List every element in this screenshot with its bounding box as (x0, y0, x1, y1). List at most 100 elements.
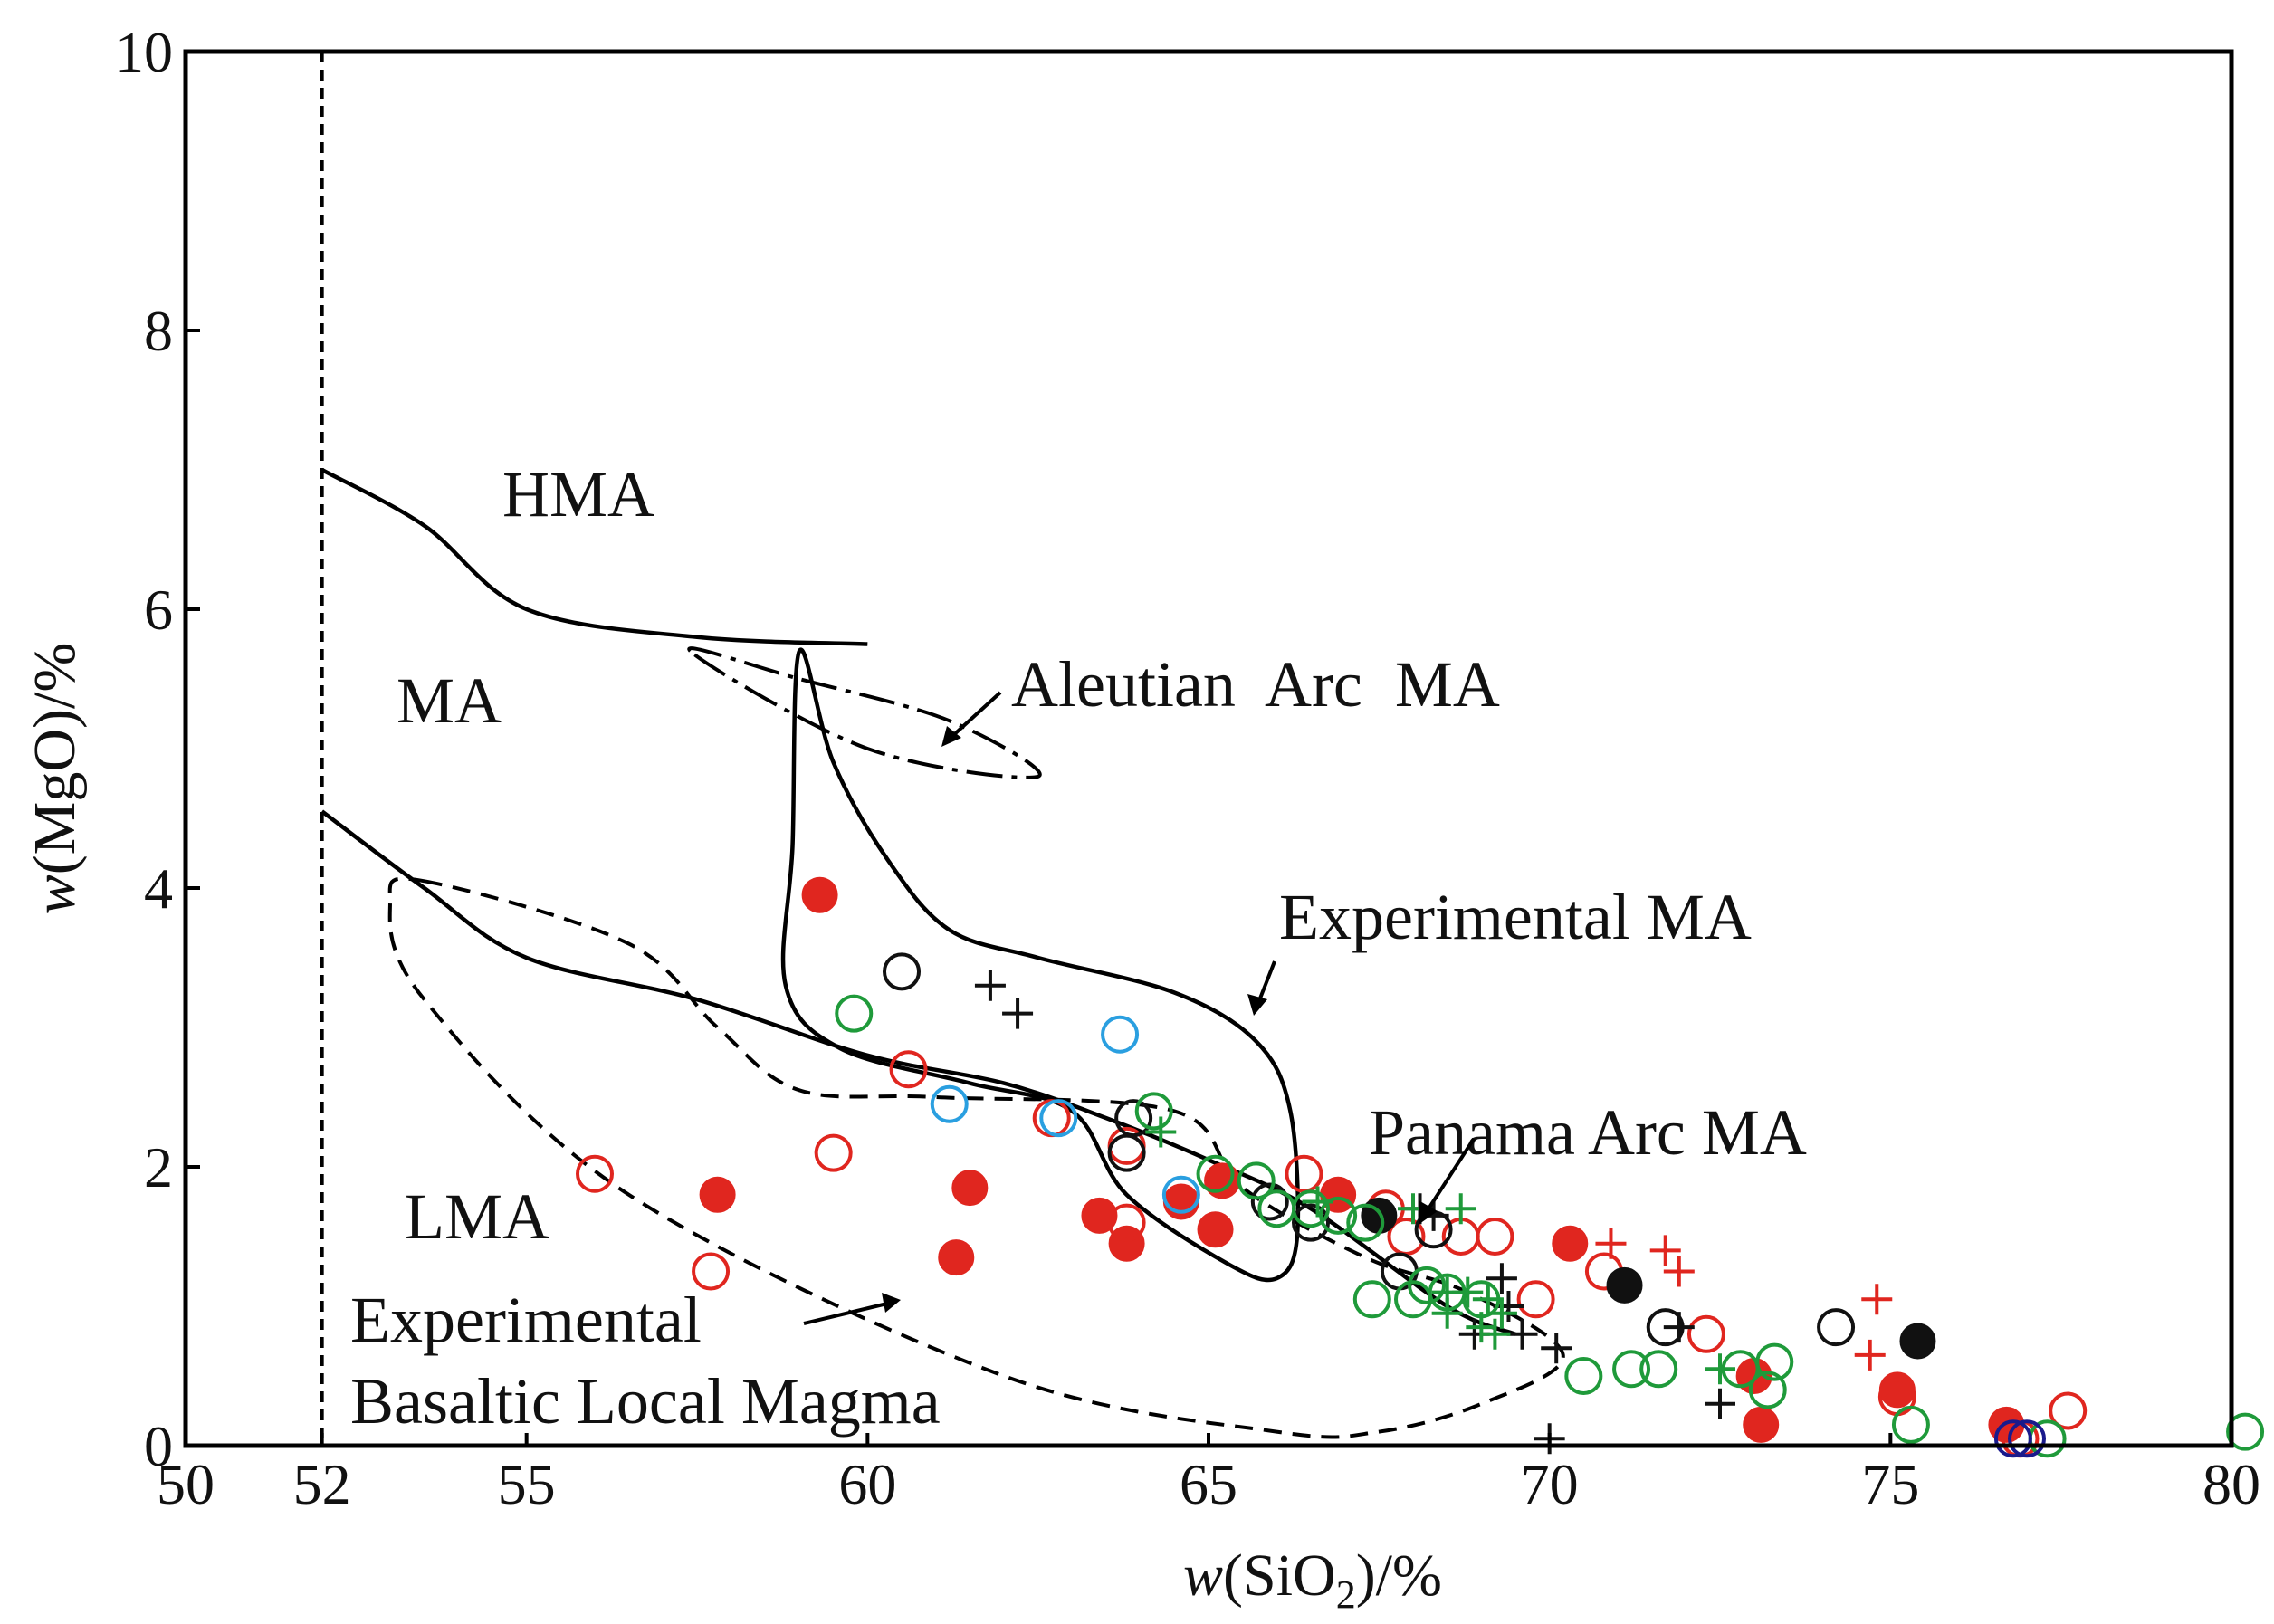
red-open-point (2049, 1391, 2088, 1430)
x-tick-label: 52 (293, 1452, 351, 1516)
axis-ticks: 50 52 55 60 65 70 75 80 0 2 4 6 8 10 (115, 20, 2260, 1516)
green-open-point (1612, 1350, 1651, 1389)
experimental-label-line1: Experimental (350, 1284, 702, 1356)
red-open-point (576, 1154, 614, 1193)
x-axis-title-main: (SiO (1223, 1543, 1336, 1609)
aleutian-arc-ma-label: Aleutian Arc MA (1011, 648, 1500, 721)
black-plus-point (1506, 1318, 1538, 1350)
green-open-point (1748, 1371, 1787, 1409)
x-tick-label: 65 (1180, 1452, 1237, 1516)
green-open-point (1755, 1342, 1794, 1381)
y-axis-title: w(MgO)/% (22, 643, 88, 915)
x-tick-label: 60 (838, 1452, 896, 1516)
annotation-arrows (803, 691, 1476, 1325)
y-tick-label: 8 (144, 299, 173, 363)
navy-open-point (2008, 1419, 2046, 1458)
x-axis-title-subscript: 2 (1336, 1572, 1356, 1617)
red-filled-point (951, 1170, 989, 1207)
black-plus-point (1705, 1388, 1735, 1419)
red-filled-point (1108, 1225, 1145, 1262)
y-tick-label: 0 (144, 1414, 173, 1478)
blue-open-point (1101, 1015, 1140, 1054)
experimental-label-line2: Basaltic Local Magma (350, 1365, 941, 1438)
black-plus-point (1002, 998, 1034, 1029)
navy-open-point (1993, 1419, 2032, 1458)
hma-ma-boundary (320, 468, 868, 646)
panama-arrowhead (1419, 1200, 1438, 1224)
green-open-point (835, 994, 874, 1033)
black-filled-point (1899, 1323, 1936, 1360)
red-plus-point (1595, 1228, 1627, 1259)
green-plus-point (1445, 1193, 1476, 1225)
black-plus-point (974, 970, 1006, 1001)
green-plus-point (1452, 1276, 1484, 1308)
black-plus-point (1663, 1312, 1695, 1343)
black-open-point (883, 952, 921, 991)
x-tick-label: 55 (498, 1452, 556, 1516)
blue-open-point (1039, 1099, 1078, 1138)
black-open-point (1292, 1203, 1330, 1242)
red-filled-point (938, 1239, 975, 1276)
black-plus-point (1541, 1333, 1572, 1364)
black-filled-point (1606, 1266, 1643, 1304)
experimental-ma-label: Experimental MA (1279, 881, 1752, 953)
green-open-point (1408, 1266, 1447, 1304)
red-plus-point (1854, 1339, 1886, 1371)
experimental-ma-field (780, 647, 1301, 1283)
experimental-basaltic-field (387, 876, 1565, 1439)
aleutian-arrowhead (941, 726, 961, 747)
ma-label: MA (397, 664, 502, 737)
red-open-point (1476, 1218, 1514, 1256)
basaltic-arrow (803, 1302, 888, 1325)
black-plus-point (1486, 1263, 1517, 1294)
green-plus-point (1479, 1318, 1511, 1350)
red-plus-point (1861, 1284, 1893, 1315)
green-plus-point (1472, 1284, 1504, 1315)
y-tick-label: 10 (115, 20, 173, 84)
black-open-point (1250, 1182, 1289, 1221)
green-open-point (1237, 1161, 1276, 1200)
x-axis-title-suffix: )/% (1356, 1543, 1442, 1609)
black-open-point (1107, 1133, 1146, 1172)
red-plus-point (1649, 1235, 1681, 1266)
red-filled-point (1197, 1211, 1234, 1248)
y-tick-label: 2 (144, 1135, 173, 1199)
green-plus-point (1486, 1297, 1517, 1329)
green-plus-point (1145, 1116, 1177, 1148)
y-axis-title-main: (MgO)/% (22, 643, 88, 875)
green-open-point (1319, 1196, 1358, 1235)
green-open-point (2226, 1412, 2265, 1451)
green-open-point (1891, 1405, 1930, 1444)
x-tick-label: 80 (2202, 1452, 2260, 1516)
blue-open-point (1161, 1175, 1200, 1214)
green-plus-point (1466, 1312, 1497, 1343)
blue-open-point (930, 1084, 969, 1123)
aleutian-arrow (949, 691, 1002, 740)
x-tick-label: 75 (1861, 1452, 1919, 1516)
red-filled-point (1204, 1162, 1241, 1199)
red-open-point (692, 1252, 731, 1291)
basaltic-arrowhead (882, 1293, 901, 1313)
green-plus-point (1302, 1186, 1333, 1218)
red-open-point (1686, 1314, 1725, 1353)
x-axis-title: w(SiO2)/% (1183, 1543, 1442, 1617)
red-open-point (1516, 1280, 1555, 1319)
experimental-ma-arrowhead (1247, 994, 1267, 1016)
classification-boundaries (320, 52, 1565, 1446)
experimental-ma-arrow (1256, 960, 1276, 1004)
aleutian-arc-ma-field (687, 646, 1042, 779)
data-points (576, 876, 2265, 1458)
green-open-point (1196, 1154, 1235, 1193)
x-axis-title-prefix: w (1183, 1543, 1223, 1609)
ma-lma-boundary (320, 809, 1516, 1336)
panama-arc-ma-label: Panama Arc MA (1369, 1096, 1807, 1169)
red-filled-point (1320, 1176, 1357, 1213)
x-tick-label: 50 (157, 1452, 215, 1516)
red-open-point (1107, 1203, 1146, 1242)
x-tick-label: 70 (1521, 1452, 1579, 1516)
y-axis-title-prefix: w (22, 874, 88, 914)
green-open-point (1346, 1203, 1385, 1242)
red-open-point (889, 1050, 928, 1089)
red-filled-point (699, 1176, 736, 1213)
